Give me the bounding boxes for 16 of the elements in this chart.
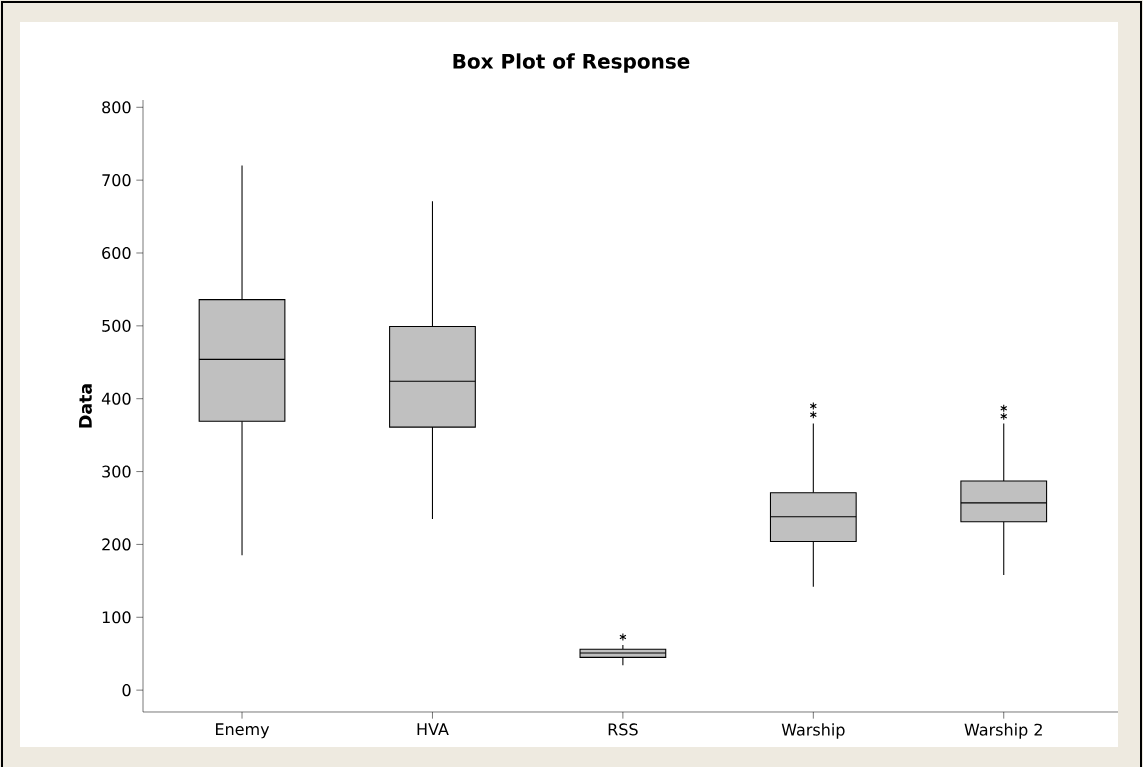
x-tick-label: Warship 2 [964, 723, 1042, 739]
y-axis-title: Data [79, 384, 92, 428]
y-tick-label: 100 [102, 611, 131, 624]
x-tick-label: RSS [608, 723, 638, 736]
chart-title: Box Plot of Response [453, 53, 690, 73]
y-tick-label: 200 [102, 538, 131, 551]
y-tick-label: 700 [102, 174, 131, 187]
x-tick-label: Enemy [216, 723, 270, 739]
y-tick-label: 500 [102, 319, 131, 332]
y-tick-label: 300 [102, 465, 131, 478]
y-tick-label: 400 [101, 392, 131, 405]
y-tick-label: 600 [102, 246, 131, 260]
y-tick-label: 800 [102, 101, 131, 114]
x-tick-label: HVA [417, 723, 449, 736]
x-tick-label: Warship [781, 723, 845, 739]
y-tick-label: 0 [122, 684, 131, 697]
